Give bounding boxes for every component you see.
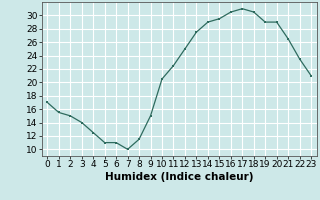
X-axis label: Humidex (Indice chaleur): Humidex (Indice chaleur) <box>105 172 253 182</box>
